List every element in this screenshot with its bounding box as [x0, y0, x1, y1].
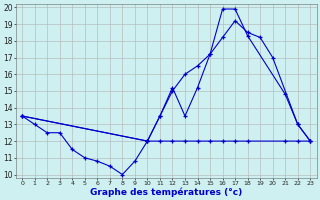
X-axis label: Graphe des températures (°c): Graphe des températures (°c) — [90, 187, 242, 197]
